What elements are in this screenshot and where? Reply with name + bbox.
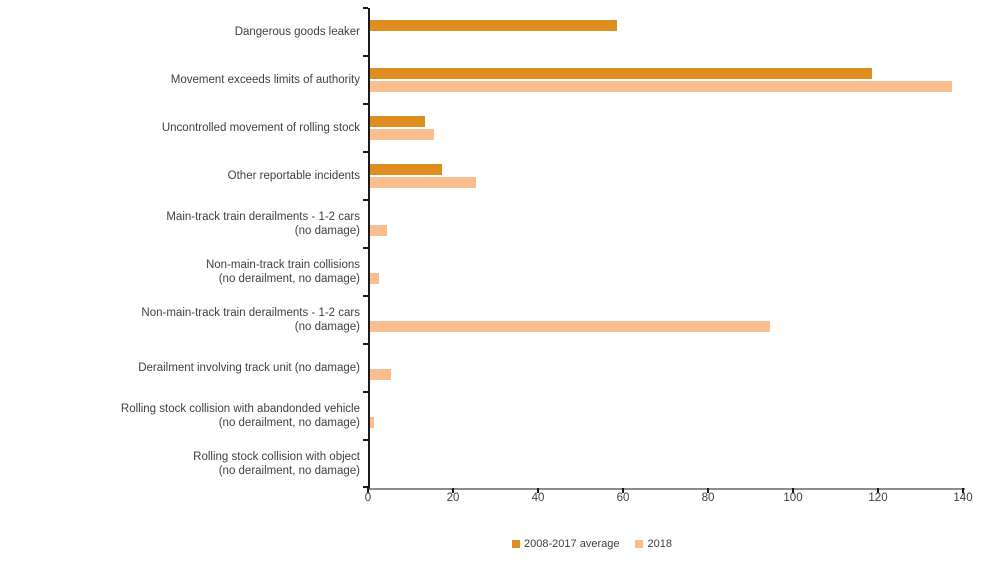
x-axis-tick-label: 40: [531, 492, 545, 504]
x-axis-tick: [452, 488, 454, 493]
legend-swatch-average-icon: [512, 540, 521, 548]
x-axis-tick-label: 140: [953, 492, 973, 504]
bar-2018-row3: [370, 177, 477, 188]
y-axis-tick: [363, 486, 368, 488]
x-axis-tick: [622, 488, 624, 493]
x-axis-tick-label: 60: [616, 492, 630, 504]
category-label: Uncontrolled movement of rolling stock: [0, 104, 360, 152]
x-axis-tick: [792, 488, 794, 493]
category-label-line: Movement exceeds limits of authority: [170, 74, 360, 86]
category-label-line: Rolling stock collision with object: [193, 451, 360, 463]
category-label-line: (no derailment, no damage): [218, 465, 360, 477]
category-label: Movement exceeds limits of authority: [0, 56, 360, 104]
y-axis-tick: [363, 295, 368, 297]
bar-2018-row8: [370, 417, 375, 428]
category-label: Main-track train derailments - 1-2 cars (…: [0, 200, 360, 248]
category-label-line: Dangerous goods leaker: [234, 26, 360, 38]
bar-2018-row1: [370, 81, 953, 92]
y-axis-tick: [363, 199, 368, 201]
y-axis-tick: [363, 151, 368, 153]
category-label-line: Other reportable incidents: [227, 170, 360, 182]
x-axis-tick: [877, 488, 879, 493]
bar-average-row0: [370, 20, 617, 31]
y-axis-tick: [363, 439, 368, 441]
bar-2018-row2: [370, 129, 434, 140]
bar-2018-row5: [370, 273, 379, 284]
category-labels-column: Dangerous goods leaker Movement exceeds l…: [0, 8, 360, 488]
bar-average-row1: [370, 68, 872, 79]
category-label-line: Non-main-track train collisions: [205, 259, 360, 271]
category-label-line: Derailment involving track unit (no dama…: [138, 362, 360, 374]
bar-2018-row7: [370, 369, 392, 380]
x-axis-tick: [707, 488, 709, 493]
x-axis-tick: [367, 488, 369, 493]
y-axis-tick: [363, 55, 368, 57]
category-label-line: (no damage): [294, 321, 360, 333]
category-label: Other reportable incidents: [0, 152, 360, 200]
x-axis-tick-label: 0: [364, 492, 372, 504]
category-label-line: Rolling stock collision with abandonded …: [120, 403, 360, 415]
x-axis-tick-label: 20: [446, 492, 460, 504]
category-label-line: (no derailment, no damage): [218, 273, 360, 285]
x-axis-tick-label: 100: [783, 492, 803, 504]
legend-swatch-2018-icon: [635, 540, 644, 548]
x-axis-tick: [962, 488, 964, 493]
category-label-line: Non-main-track train derailments - 1-2 c…: [141, 307, 360, 319]
category-label-line: Main-track train derailments - 1-2 cars: [166, 211, 360, 223]
category-label: Rolling stock collision with abandonded …: [0, 392, 360, 440]
plot-area: [363, 7, 965, 490]
x-axis-tick: [537, 488, 539, 493]
y-axis-tick: [363, 103, 368, 105]
bar-average-row2: [370, 116, 426, 127]
category-label-line: (no derailment, no damage): [218, 417, 360, 429]
category-label-line: Uncontrolled movement of rolling stock: [161, 122, 360, 134]
y-axis-tick: [363, 7, 368, 9]
bar-average-row3: [370, 164, 443, 175]
category-label: Non-main-track train derailments - 1-2 c…: [0, 296, 360, 344]
category-label-line: (no damage): [294, 225, 360, 237]
y-axis-tick: [363, 391, 368, 393]
x-axis-tick-label: 120: [868, 492, 888, 504]
legend-label-2018: 2018: [647, 538, 672, 550]
legend-item-2018: 2018: [635, 538, 672, 550]
category-label: Dangerous goods leaker: [0, 8, 360, 56]
legend-label-average: 2008-2017 average: [524, 538, 620, 550]
x-axis-tick-label: 80: [701, 492, 715, 504]
legend-item-average: 2008-2017 average: [512, 538, 619, 550]
bar-2018-row4: [370, 225, 387, 236]
y-axis-tick: [363, 247, 368, 249]
category-label: Rolling stock collision with object (no d…: [0, 440, 360, 488]
legend: 2008-2017 average 2018: [512, 538, 672, 550]
category-label: Non-main-track train collisions (no derai…: [0, 248, 360, 296]
y-axis-tick: [363, 343, 368, 345]
category-label: Derailment involving track unit (no dama…: [0, 344, 360, 392]
bar-2018-row6: [370, 321, 770, 332]
